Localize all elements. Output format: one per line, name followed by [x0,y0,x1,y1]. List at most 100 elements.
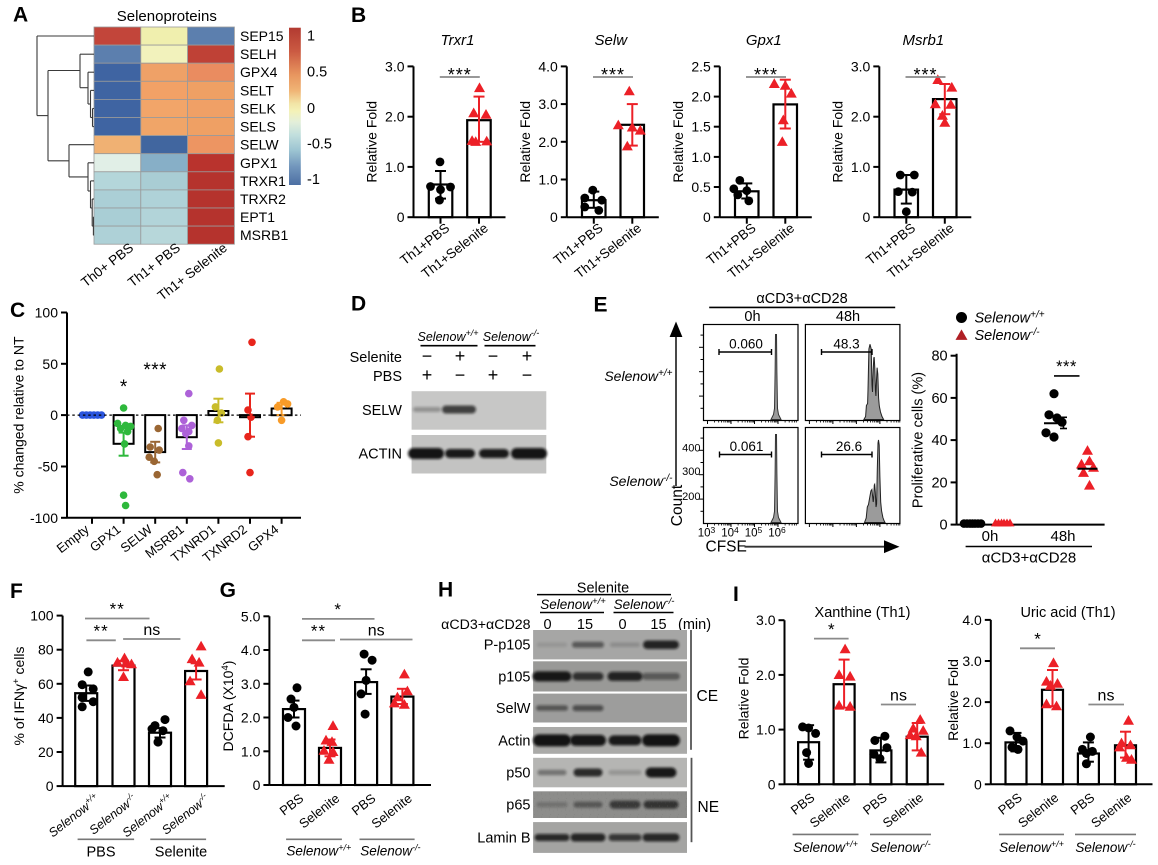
svg-text:Selenite: Selenite [350,350,402,366]
svg-text:**: ** [93,621,108,640]
svg-text:0.5: 0.5 [691,179,711,195]
svg-text:Relative Fold: Relative Fold [670,101,686,183]
svg-text:CE: CE [697,688,719,705]
svg-text:5.0: 5.0 [241,608,261,624]
svg-text:αCD3+αCD28: αCD3+αCD28 [982,550,1076,567]
svg-text:2.0: 2.0 [851,109,871,125]
svg-text:Selenow+/+: Selenow+/+ [418,328,479,344]
svg-text:3.0: 3.0 [385,58,405,74]
svg-text:*: * [1034,630,1041,649]
svg-text:C: C [10,299,25,322]
svg-text:***: *** [601,65,625,85]
svg-text:2.0: 2.0 [756,667,776,683]
svg-text:SELH: SELH [240,46,277,62]
svg-text:3.0: 3.0 [241,676,261,692]
svg-text:Lamin B: Lamin B [477,831,530,847]
svg-text:1.5: 1.5 [691,119,711,135]
svg-text:-50: -50 [38,459,58,475]
svg-text:48h: 48h [836,309,860,325]
svg-text:+: + [422,365,433,385]
svg-text:Msrb1: Msrb1 [902,32,944,49]
svg-text:E: E [594,294,608,317]
svg-text:*: * [334,600,342,619]
svg-text:Selenoproteins: Selenoproteins [117,8,217,25]
svg-text:***: *** [143,360,167,381]
svg-text:1.0: 1.0 [756,722,776,738]
svg-text:300: 300 [682,466,700,478]
svg-text:Selenow+/+: Selenow+/+ [793,839,858,855]
svg-text:1.0: 1.0 [691,149,711,165]
svg-text:p105: p105 [498,669,530,685]
svg-text:Selenow-/-: Selenow-/- [1075,839,1135,855]
svg-text:αCD3+αCD28: αCD3+αCD28 [441,617,530,633]
svg-text:0h: 0h [744,309,760,325]
svg-text:SELT: SELT [240,82,274,98]
svg-text:3.0: 3.0 [756,612,776,628]
svg-text:Selw: Selw [595,32,629,49]
svg-text:Uric acid (Th1): Uric acid (Th1) [1020,605,1115,621]
svg-text:80: 80 [931,349,947,365]
svg-text:100: 100 [35,305,59,321]
svg-text:Selenow-/-: Selenow-/- [483,328,539,344]
svg-text:***: *** [913,65,937,85]
svg-text:1: 1 [307,29,315,45]
svg-text:-1: -1 [307,172,320,188]
svg-text:-100: -100 [30,510,58,526]
svg-text:Selenow+/+: Selenow+/+ [540,596,606,612]
svg-text:0: 0 [940,518,948,534]
svg-text:0.060: 0.060 [729,336,763,351]
svg-text:40: 40 [38,710,54,726]
svg-text:DCFDA (X104): DCFDA (X104) [220,661,236,752]
svg-text:(min): (min) [678,617,711,633]
svg-text:*: * [120,377,128,398]
svg-text:SELW: SELW [240,137,279,153]
svg-text:EPT1: EPT1 [240,209,275,225]
svg-text:3.0: 3.0 [538,96,558,112]
svg-text:Relative Fold: Relative Fold [364,101,380,183]
svg-text:0: 0 [768,776,776,792]
svg-text:0: 0 [863,209,871,225]
svg-text:4.0: 4.0 [962,612,982,628]
svg-text:% changed relative to NT: % changed relative to NT [11,336,27,494]
svg-text:60: 60 [38,676,54,692]
svg-text:D: D [351,293,366,316]
svg-text:Selenow+/+: Selenow+/+ [286,843,351,859]
svg-text:1.0: 1.0 [538,172,558,188]
svg-text:**: ** [311,621,326,640]
svg-text:Selenite: Selenite [577,581,629,597]
svg-text:4.0: 4.0 [538,58,558,74]
svg-text:Selenow-/-: Selenow-/- [609,473,673,489]
svg-text:CFSE: CFSE [706,539,747,556]
svg-text:20: 20 [38,744,54,760]
svg-text:2.0: 2.0 [241,710,261,726]
svg-text:ns: ns [890,688,907,705]
svg-text:**: ** [110,600,125,619]
svg-text:Gpx1: Gpx1 [746,32,782,49]
svg-text:*: * [828,620,835,639]
svg-text:% of IFNγ+ cells: % of IFNγ+ cells [11,647,27,746]
svg-text:F: F [10,580,23,603]
svg-text:***: *** [754,65,778,85]
svg-text:Trxr1: Trxr1 [441,32,475,49]
svg-text:60: 60 [931,391,947,407]
svg-text:Relative Fold: Relative Fold [829,101,845,183]
svg-text:Count: Count [669,484,686,526]
svg-text:***: *** [448,65,472,85]
svg-text:0: 0 [253,777,261,793]
svg-text:−: − [455,365,466,385]
svg-text:48h: 48h [1050,528,1075,545]
svg-text:Relative Fold: Relative Fold [517,101,533,183]
svg-text:Actin: Actin [498,733,530,749]
svg-text:ACTIN: ACTIN [359,447,403,463]
svg-text:0: 0 [46,778,54,794]
svg-text:ns: ns [1098,688,1115,705]
svg-text:3.0: 3.0 [962,653,982,669]
svg-text:***: *** [1056,358,1077,376]
svg-text:B: B [351,4,366,27]
svg-text:50: 50 [42,356,58,372]
svg-text:0: 0 [550,209,558,225]
svg-text:GPX4: GPX4 [240,64,278,80]
svg-text:4.0: 4.0 [241,642,261,658]
svg-text:ns: ns [143,622,160,639]
svg-text:Selenite: Selenite [155,845,207,861]
